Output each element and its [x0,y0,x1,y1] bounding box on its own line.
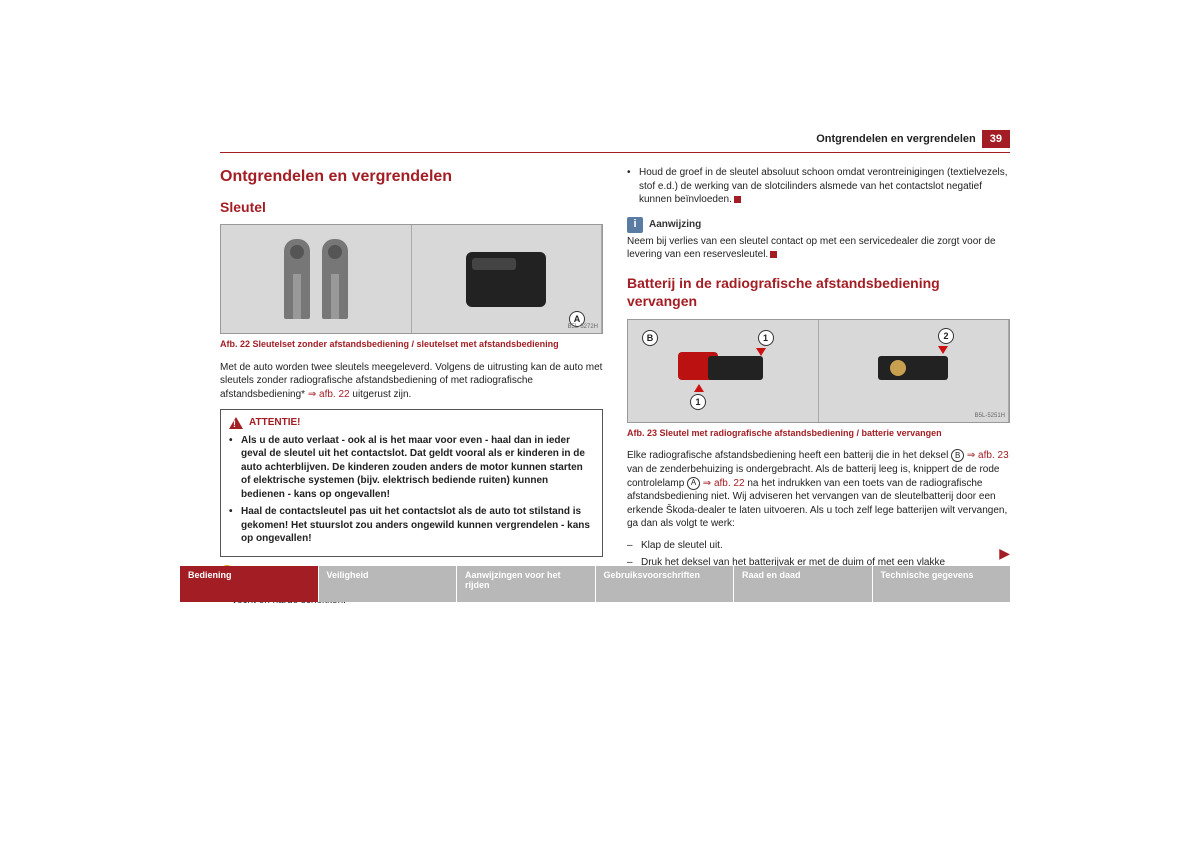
note-text: Neem bij verlies van een sleutel contact… [627,235,1010,262]
right-column: Houd de groef in de sleutel absoluut sch… [627,166,1010,610]
tab-bediening[interactable]: Bediening [180,566,319,602]
end-of-section-icon [734,196,741,203]
attention-label: ATTENTIE! [249,416,300,430]
figure-marker-b: B [642,330,658,346]
ref-link-afb22[interactable]: ⇒ afb. 22 [308,389,350,400]
info-icon: i [627,217,643,233]
attention-box: ATTENTIE! Als u de auto verlaat - ook al… [220,409,603,557]
attention-item: Haal de contactsleutel pas uit het conta… [229,505,594,546]
ref-link-afb22[interactable]: ⇒ afb. 22 [700,478,745,489]
inline-marker-a: A [687,477,700,490]
left-column: Ontgrendelen en vergrendelen Sleutel A B… [220,166,603,610]
red-arrow-icon [694,384,704,392]
figure-22: A B5L-5272H [220,224,603,334]
tab-aanwijzingen[interactable]: Aanwijzingen voor het rijden [457,566,596,602]
remote-key-open-icon [678,346,768,396]
warning-triangle-icon [229,417,243,429]
header-divider [220,152,1010,153]
figure-code: B5L-5272H [568,323,598,331]
red-arrow-icon [938,346,948,354]
intro-text-post: uitgerust zijn. [350,389,412,400]
remote-key-icon [466,252,546,307]
note-text-content: Neem bij verlies van een sleutel contact… [627,236,996,261]
figure-22-caption: Afb. 22 Sleutelset zonder afstandsbedien… [220,338,603,350]
attention-item: Als u de auto verlaat - ook al is het ma… [229,434,594,502]
top-bullet: Houd de groef in de sleutel absoluut sch… [627,166,1010,207]
end-of-section-icon [770,251,777,258]
para-part: Elke radiografische afstandsbediening he… [627,451,951,462]
page-number: 39 [982,130,1010,148]
tab-raad[interactable]: Raad en daad [734,566,873,602]
figure-code: B5L-5251H [975,412,1005,420]
red-arrow-icon [756,348,766,356]
figure-23-caption: Afb. 23 Sleutel met radiografische afsta… [627,427,1010,439]
chapter-title: Ontgrendelen en vergrendelen [220,166,603,188]
ref-link-afb23[interactable]: ⇒ afb. 23 [964,451,1009,462]
figure-marker-2: 2 [938,328,954,344]
figure-marker-1: 1 [690,394,706,410]
tab-technische[interactable]: Technische gegevens [873,566,1011,602]
tab-gebruiksvoorschriften[interactable]: Gebruiksvoorschriften [596,566,735,602]
tab-veiligheid[interactable]: Veiligheid [319,566,458,602]
battery-paragraph: Elke radiografische afstandsbediening he… [627,449,1010,530]
figure-23: B 1 1 2 B5L-5251H [627,319,1010,423]
key-icon [284,239,310,319]
continue-arrow-icon: ▶ [999,545,1010,562]
note-label: Aanwijzing [649,218,701,232]
key-icon [322,239,348,319]
top-bullet-text: Houd de groef in de sleutel absoluut sch… [639,167,1008,205]
section-title-battery: Batterij in de radiografische afstandsbe… [627,274,1010,312]
section-title-sleutel: Sleutel [220,198,603,217]
step-item: Klap de sleutel uit. [627,539,1010,553]
inline-marker-b: B [951,449,964,462]
footer-tabs: Bediening Veiligheid Aanwijzingen voor h… [180,566,1010,602]
figure-marker-1: 1 [758,330,774,346]
intro-paragraph: Met de auto worden twee sleutels meegele… [220,361,603,402]
header-section-title: Ontgrendelen en vergrendelen [816,133,976,145]
